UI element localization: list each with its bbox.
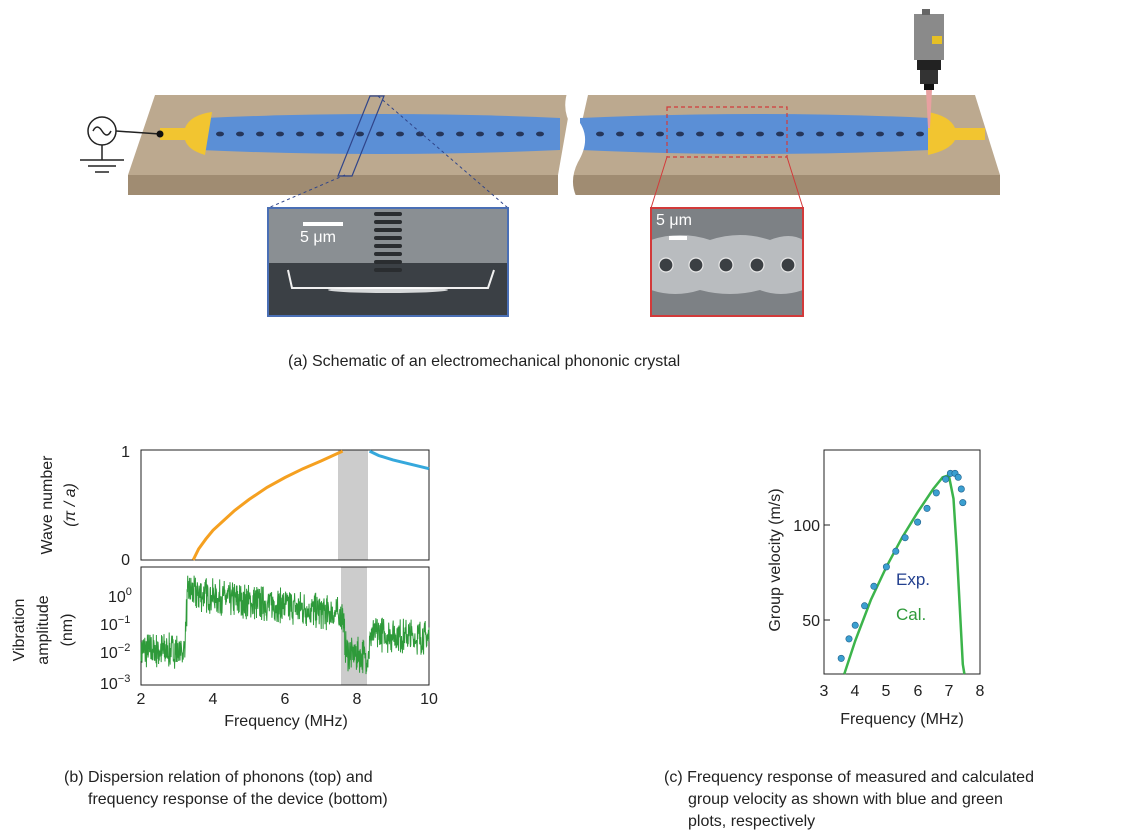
b-top-ytick-1: 1 [121, 444, 130, 461]
c-exp-point [901, 534, 909, 542]
c-exp-point [892, 547, 900, 555]
chart-c: 100 50 Group velocity (m/s) 3 4 5 6 7 8 … [767, 449, 985, 728]
chart-c-frame [823, 449, 981, 675]
b-xtick-4: 4 [209, 691, 218, 708]
b-ytick-base-3: 10 [100, 676, 118, 693]
b-xtick-8: 8 [353, 691, 362, 708]
ac-terminal-dot [156, 130, 164, 138]
electrode-left [160, 112, 212, 155]
chart-b-bottom-frame [140, 566, 430, 686]
b-ytick-exp-0: 0 [126, 586, 132, 598]
c-exp-point [914, 518, 922, 526]
zoom-box-right [666, 106, 788, 158]
b-top-ylabel-line2: (π / a) [62, 483, 79, 527]
b-xtick-10: 10 [420, 691, 438, 708]
c-exp-point [954, 473, 962, 481]
b-top-ytick-0: 0 [121, 552, 130, 569]
sem-right-scale-label: 5 μm [656, 212, 692, 229]
b-ytick-base-0: 10 [108, 589, 126, 606]
c-ylabel: Group velocity (m/s) [767, 488, 784, 631]
phononic-holes [216, 131, 924, 137]
b-band-upper-line [368, 449, 430, 471]
b-ytick-exp-1: −1 [118, 614, 131, 626]
caption-a: (a) Schematic of an electromechanical ph… [288, 353, 681, 370]
b-ytick-exp-2: −2 [118, 642, 131, 654]
electrode-right [928, 112, 985, 155]
b-response-line [140, 575, 430, 675]
b-bottom-ylabel-line2: amplitude [35, 595, 52, 664]
chart-b: 1 0 Wave number (π / a) 100 10−1 10−2 10… [11, 444, 438, 730]
c-exp-point [932, 489, 940, 497]
b-ytick-base-1: 10 [100, 617, 118, 634]
chart-b-top-gap [338, 450, 368, 560]
c-ytick-100: 100 [793, 518, 820, 535]
b-ytick-base-2: 10 [100, 645, 118, 662]
c-xtick-7: 7 [945, 683, 954, 700]
ac-source-icon [80, 116, 161, 173]
c-xtick-5: 5 [882, 683, 891, 700]
c-exp-point [837, 654, 845, 662]
substrate-break [564, 90, 585, 200]
caption-b-line2: frequency response of the device (bottom… [88, 791, 388, 808]
cross-section-plane [337, 95, 385, 177]
c-xlabel: Frequency (MHz) [840, 711, 964, 728]
c-exp-point [861, 602, 869, 610]
c-xtick-8: 8 [976, 683, 985, 700]
sem-left-scale-label: 5 μm [300, 229, 336, 246]
c-exp-point [882, 563, 890, 571]
c-exp-point [942, 475, 950, 483]
b-bottom-ytick-e0: 100 [108, 586, 132, 606]
caption-c-line3: plots, respectively [688, 813, 816, 830]
b-top-ylabel-line1: Wave number [39, 455, 56, 555]
substrate-side-left [128, 175, 558, 195]
b-xtick-2: 2 [137, 691, 146, 708]
c-xtick-4: 4 [851, 683, 860, 700]
c-xtick-3: 3 [820, 683, 829, 700]
b-bottom-ytick-e2: 10−2 [100, 642, 130, 662]
b-bottom-ytick-e1: 10−1 [100, 614, 130, 634]
b-band-lower-line [191, 449, 344, 561]
c-exp-point [923, 504, 931, 512]
c-legend-cal: Cal. [896, 605, 926, 624]
c-exp-point [870, 582, 878, 590]
caption-b-line1: (b) Dispersion relation of phonons (top)… [64, 769, 373, 786]
b-xlabel: Frequency (MHz) [224, 713, 348, 730]
b-bottom-ytick-e3: 10−3 [100, 673, 130, 693]
c-exp-point [959, 499, 967, 507]
caption-c-line2: group velocity as shown with blue and gr… [688, 791, 1003, 808]
c-legend-exp: Exp. [896, 570, 930, 589]
c-exp-point [845, 635, 853, 643]
c-ytick-50: 50 [802, 613, 820, 630]
substrate-side-right [570, 175, 1000, 195]
c-exp-point [957, 485, 965, 493]
sem-image-left [267, 207, 509, 317]
b-xtick-6: 6 [281, 691, 290, 708]
b-bottom-ylabel-line3: (nm) [59, 614, 76, 647]
laser-beam [926, 90, 932, 128]
b-bottom-ylabel-line1: Vibration [11, 599, 28, 662]
laser-head-icon [914, 9, 944, 90]
caption-c-line1: (c) Frequency response of measured and c… [664, 769, 1034, 786]
schematic-diagram [80, 9, 1000, 317]
c-exp-point [851, 621, 859, 629]
sem-image-right [650, 207, 804, 317]
c-cal-line [843, 473, 966, 675]
c-xtick-6: 6 [914, 683, 923, 700]
chart-b-top-frame [140, 449, 430, 561]
b-ytick-exp-3: −3 [118, 673, 131, 685]
